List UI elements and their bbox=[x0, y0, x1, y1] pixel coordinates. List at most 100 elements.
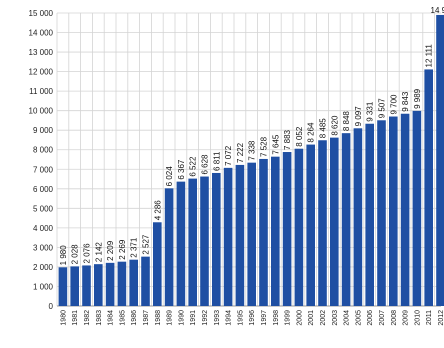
data-label: 9 331 bbox=[366, 101, 375, 122]
bar-2000 bbox=[294, 148, 304, 306]
y-tick-label: 14 000 bbox=[29, 29, 54, 38]
bar-1988 bbox=[153, 222, 162, 306]
data-label: 7 072 bbox=[224, 145, 233, 166]
bar-2003 bbox=[330, 137, 339, 306]
bar-1995 bbox=[235, 164, 245, 306]
x-tick-label: 1999 bbox=[285, 310, 292, 326]
data-label: 2 527 bbox=[142, 234, 151, 255]
x-tick-label: 1983 bbox=[96, 310, 103, 326]
data-label: 2 076 bbox=[83, 243, 92, 264]
bar-2010 bbox=[412, 110, 422, 306]
x-tick-label: 1995 bbox=[237, 310, 244, 326]
y-tick-label: 8 000 bbox=[33, 146, 54, 155]
data-label: 6 024 bbox=[165, 166, 174, 187]
x-tick-label: 1997 bbox=[261, 310, 268, 326]
data-label: 9 507 bbox=[378, 98, 387, 119]
x-tick-label: 2009 bbox=[403, 310, 410, 326]
data-labels: 1 980 2 028 2 076 2 142 2 209 2 269 2 371 2 527… bbox=[59, 6, 444, 265]
y-tick-label: 3 000 bbox=[33, 243, 54, 252]
x-tick-label: 2008 bbox=[391, 310, 398, 326]
data-label: 9 700 bbox=[389, 94, 398, 115]
data-label: 8 264 bbox=[307, 122, 316, 143]
data-label: 2 028 bbox=[71, 244, 80, 265]
data-label: 2 371 bbox=[130, 237, 139, 258]
bar-1994 bbox=[223, 167, 233, 306]
x-tick-label: 2001 bbox=[308, 310, 315, 326]
grid-lines bbox=[56, 12, 441, 307]
x-tick-label: 2004 bbox=[344, 310, 351, 326]
y-tick-label: 4 000 bbox=[33, 224, 54, 233]
bar-2009 bbox=[400, 113, 410, 306]
x-tick-label: 1987 bbox=[143, 310, 150, 326]
bar-2004 bbox=[341, 133, 351, 306]
x-tick-label: 1991 bbox=[190, 310, 197, 326]
y-tick-label: 2 000 bbox=[33, 263, 54, 272]
y-tick-label: 10 000 bbox=[29, 107, 54, 116]
x-tick-label: 2011 bbox=[426, 310, 433, 325]
data-label: 1 980 bbox=[59, 245, 68, 266]
x-tick-label: 1988 bbox=[155, 310, 162, 326]
bar-1984 bbox=[105, 262, 115, 306]
data-label: 9 097 bbox=[354, 106, 363, 127]
x-tick-label: 2012 bbox=[438, 310, 444, 326]
y-tick-label: 0 bbox=[49, 302, 54, 311]
bar-2011 bbox=[424, 69, 433, 307]
x-tick-label: 1980 bbox=[60, 310, 67, 326]
bar-1996 bbox=[247, 162, 256, 306]
data-label: 8 620 bbox=[330, 115, 339, 136]
bar-1999 bbox=[282, 152, 292, 306]
data-label: 14 9 bbox=[431, 6, 444, 15]
data-label: 9 843 bbox=[401, 91, 410, 112]
x-tick-label: 1982 bbox=[84, 310, 91, 326]
bar-1983 bbox=[94, 264, 103, 306]
y-tick-label: 5 000 bbox=[33, 204, 54, 213]
bar-1982 bbox=[82, 265, 91, 306]
bar-1986 bbox=[129, 259, 138, 306]
x-tick-label: 1989 bbox=[167, 310, 174, 326]
data-label: 7 883 bbox=[283, 129, 292, 150]
y-tick-label: 15 000 bbox=[29, 9, 54, 18]
x-tick-label: 1981 bbox=[72, 310, 79, 326]
bar-2005 bbox=[353, 128, 363, 306]
bar-2007 bbox=[377, 120, 386, 306]
x-tick-label: 2003 bbox=[332, 310, 339, 326]
x-axis: 1980 1981 1982 1983 1984 1985 1986 1987 1988 1989… bbox=[60, 310, 444, 326]
bar-1990 bbox=[176, 181, 186, 306]
x-tick-label: 1993 bbox=[214, 310, 221, 326]
data-label: 2 209 bbox=[106, 240, 115, 261]
x-tick-label: 1994 bbox=[226, 310, 233, 326]
bar-1998 bbox=[271, 156, 280, 306]
bar-2012 bbox=[436, 14, 444, 306]
data-label: 7 645 bbox=[271, 134, 280, 155]
y-tick-label: 9 000 bbox=[33, 126, 54, 135]
bar-2008 bbox=[389, 116, 398, 306]
bar-2001 bbox=[306, 144, 315, 306]
data-label: 9 989 bbox=[413, 88, 422, 109]
bar-1987 bbox=[141, 256, 150, 306]
x-tick-label: 2005 bbox=[355, 310, 362, 326]
bar-1985 bbox=[117, 261, 127, 306]
x-tick-label: 2007 bbox=[379, 310, 386, 326]
bar-2006 bbox=[365, 123, 374, 306]
data-label: 7 528 bbox=[260, 136, 269, 157]
bar-1981 bbox=[70, 266, 79, 306]
bar-2002 bbox=[318, 140, 327, 306]
data-label: 8 485 bbox=[319, 118, 328, 139]
x-tick-label: 2000 bbox=[296, 310, 303, 326]
y-tick-label: 1 000 bbox=[33, 282, 54, 291]
bars bbox=[58, 14, 444, 307]
data-label: 8 848 bbox=[342, 111, 351, 132]
y-tick-label: 12 000 bbox=[29, 68, 54, 77]
bar-1991 bbox=[188, 178, 197, 306]
y-tick-label: 6 000 bbox=[33, 185, 54, 194]
x-tick-label: 1990 bbox=[178, 310, 185, 326]
x-tick-label: 1985 bbox=[119, 310, 126, 326]
data-label: 8 052 bbox=[295, 126, 304, 147]
data-label: 6 628 bbox=[201, 154, 210, 175]
x-tick-label: 1984 bbox=[108, 310, 115, 326]
x-tick-label: 2010 bbox=[414, 310, 421, 326]
x-tick-label: 1998 bbox=[273, 310, 280, 326]
data-label: 2 269 bbox=[118, 239, 127, 260]
data-label: 4 286 bbox=[153, 200, 162, 221]
